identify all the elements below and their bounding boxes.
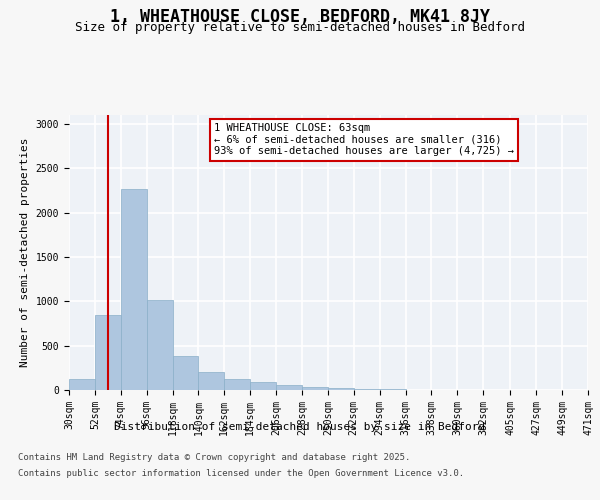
Bar xyxy=(276,385,302,390)
Text: 1, WHEATHOUSE CLOSE, BEDFORD, MK41 8JY: 1, WHEATHOUSE CLOSE, BEDFORD, MK41 8JY xyxy=(110,8,490,26)
Bar xyxy=(224,380,250,390)
Text: Size of property relative to semi-detached houses in Bedford: Size of property relative to semi-detach… xyxy=(75,22,525,35)
Text: Distribution of semi-detached houses by size in Bedford: Distribution of semi-detached houses by … xyxy=(115,422,485,432)
Bar xyxy=(302,388,328,390)
Text: Contains public sector information licensed under the Open Government Licence v3: Contains public sector information licen… xyxy=(18,468,464,477)
Bar xyxy=(328,388,354,390)
Bar xyxy=(146,300,173,390)
Y-axis label: Number of semi-detached properties: Number of semi-detached properties xyxy=(20,138,30,367)
Bar xyxy=(250,382,276,390)
Bar xyxy=(173,356,199,390)
Bar xyxy=(199,372,224,390)
Text: 1 WHEATHOUSE CLOSE: 63sqm
← 6% of semi-detached houses are smaller (316)
93% of : 1 WHEATHOUSE CLOSE: 63sqm ← 6% of semi-d… xyxy=(214,123,514,156)
Text: Contains HM Land Registry data © Crown copyright and database right 2025.: Contains HM Land Registry data © Crown c… xyxy=(18,454,410,462)
Bar xyxy=(354,389,380,390)
Bar xyxy=(121,188,146,390)
Bar xyxy=(69,380,95,390)
Bar xyxy=(95,316,121,390)
